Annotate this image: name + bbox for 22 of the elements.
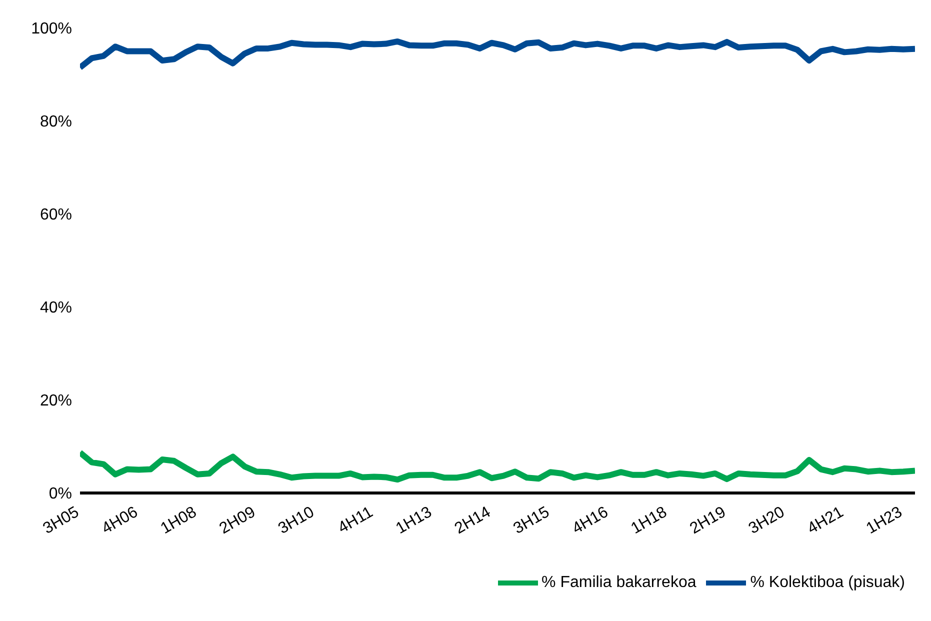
x-tick-label: 4H16 <box>570 504 612 538</box>
x-tick-label: 1H08 <box>158 504 200 538</box>
y-tick-label: 0% <box>48 486 72 503</box>
legend-label: % Familia bakarrekoa <box>542 574 696 592</box>
y-tick-label: 60% <box>40 206 72 224</box>
x-tick-label: 4H06 <box>99 504 141 538</box>
x-tick-label: 3H20 <box>746 504 788 538</box>
y-tick-label: 20% <box>40 392 72 410</box>
x-tick-label: 2H19 <box>687 504 729 538</box>
x-tick-label: 3H10 <box>276 504 318 538</box>
x-tick-label: 3H15 <box>510 504 553 538</box>
legend-label: % Kolektiboa (pisuak) <box>750 574 905 592</box>
x-tick-label: 2H09 <box>216 504 258 538</box>
x-tick-label: 1H13 <box>393 504 435 538</box>
x-tick-label: 1H23 <box>864 504 906 538</box>
x-tick-label: 4H11 <box>335 504 376 537</box>
y-tick-label: 80% <box>40 114 72 131</box>
y-tick-label: 100% <box>31 20 72 38</box>
x-tick-label: 1H18 <box>628 504 670 538</box>
x-tick-label: 3H05 <box>40 504 82 538</box>
x-tick-label: 4H21 <box>804 504 847 538</box>
y-tick-label: 40% <box>40 300 72 317</box>
